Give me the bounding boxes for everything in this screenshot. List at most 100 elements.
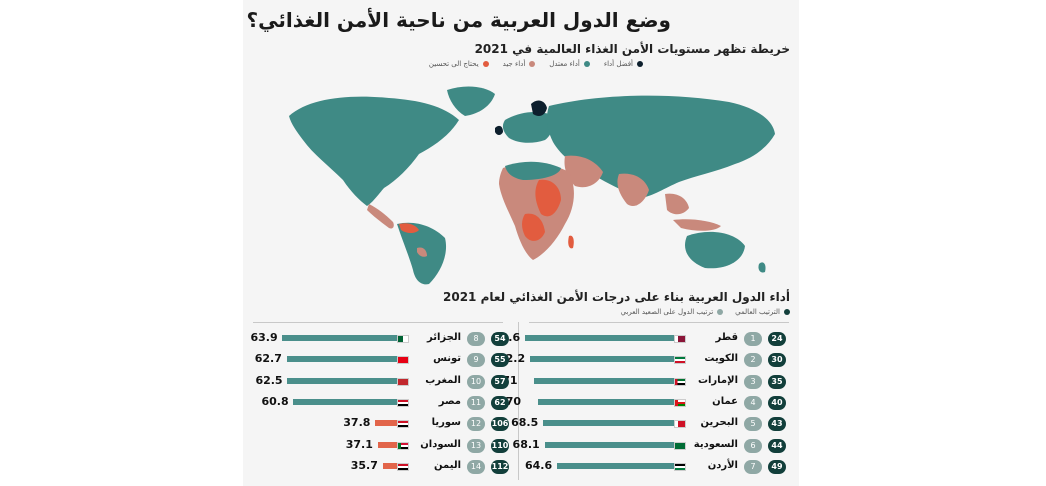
- world-rank-badge: 35: [768, 374, 786, 389]
- map-legend-label: يحتاج الى تحسين: [428, 60, 479, 68]
- world-rank-badge: 49: [768, 459, 786, 474]
- arab-rank-badge: 2: [744, 353, 762, 368]
- score-bar: [534, 377, 680, 384]
- madagascar-shape: [568, 235, 574, 249]
- ranking-legend-item: الترتيب العالمي: [735, 308, 790, 316]
- jordan-flag-icon: [674, 462, 686, 471]
- map-legend-item: أفضل أداء: [604, 60, 643, 68]
- map-legend: أفضل أداء أداء معتدل أداء جيد يحتاج الى …: [429, 60, 643, 68]
- tunisia-flag-icon: [397, 356, 409, 365]
- arab-rank-badge: 1: [744, 332, 762, 346]
- score-bar: [286, 356, 403, 363]
- saudi-flag-icon: [674, 441, 686, 450]
- score-bar: [287, 377, 403, 384]
- syria-flag-icon: [397, 420, 409, 429]
- score-value: 64.6: [524, 458, 553, 472]
- world-rank-badge: 106: [491, 417, 509, 432]
- country-name: قطر: [715, 332, 738, 343]
- sudan-flag-icon: [397, 441, 409, 450]
- score-value: 37.1: [345, 437, 373, 451]
- score-value: 62.7: [254, 352, 282, 366]
- arab-rank-badge: 9: [467, 353, 485, 368]
- new-zealand-shape: [758, 262, 766, 273]
- world-rank-badge: 30: [768, 353, 786, 368]
- world-rank-badge: 24: [768, 332, 786, 346]
- north-america-shape: [289, 96, 459, 206]
- ranking-title: أداء الدول العربية بناء على درجات الأمن …: [443, 290, 790, 304]
- legend-dot-icon: [583, 61, 590, 67]
- arab-rank-badge: 12: [467, 417, 485, 432]
- country-name: مصر: [438, 395, 461, 407]
- country-name: السودان: [420, 438, 461, 450]
- world-rank-badge: 112: [491, 459, 509, 474]
- yemen-flag-icon: [397, 462, 409, 471]
- world-rank-badge: 62: [491, 395, 509, 410]
- country-name: الكويت: [704, 353, 738, 365]
- country-name: عمان: [712, 395, 738, 407]
- qatar-flag-icon: [674, 335, 686, 343]
- score-bar: [375, 420, 403, 427]
- country-name: الإمارات: [697, 374, 738, 386]
- arab-rank-badge: 5: [744, 417, 762, 432]
- score-bar: [543, 420, 680, 427]
- ranking-row: 35.7 اليمن 14 112: [253, 459, 511, 479]
- score-bar: [529, 356, 680, 363]
- ranking-legend-item: ترتيب الدول على الصعيد العربي: [621, 308, 724, 316]
- egypt-flag-icon: [397, 398, 409, 407]
- south-asia-shape: [617, 173, 649, 207]
- north-africa-shape: [505, 161, 561, 180]
- ranking-row: 73.6قطر124: [493, 331, 788, 351]
- uae-flag-icon: [674, 377, 686, 386]
- score-value: 70: [505, 394, 522, 408]
- score-value: 62.5: [255, 373, 283, 387]
- middle-east-shape: [564, 155, 603, 188]
- australia-shape: [685, 231, 745, 269]
- divider-line: [529, 322, 789, 323]
- algeria-flag-icon: [397, 335, 409, 343]
- ranking-row: 37.1 السودان 13 110: [253, 438, 511, 458]
- world-rank-badge: 54: [491, 332, 509, 346]
- central-america-shape: [367, 204, 394, 229]
- venezuela-shape: [399, 223, 419, 233]
- legend-dot-icon: [784, 309, 790, 315]
- map-legend-item: أداء معتدل: [549, 60, 590, 68]
- score-value: 68.5: [511, 416, 539, 430]
- score-bar: [282, 335, 403, 341]
- score-bar: [544, 441, 680, 448]
- country-name: الجزائر: [426, 332, 461, 343]
- world-rank-badge: 44: [768, 438, 786, 453]
- score-value: 35.7: [350, 458, 378, 472]
- ranking-row: 63.9 الجزائر 8 54: [250, 331, 511, 351]
- indonesia-shape: [673, 219, 721, 231]
- world-map: [289, 86, 775, 285]
- oman-flag-icon: [674, 398, 686, 407]
- ranking-legend: الترتيب العالمي ترتيب الدول على الصعيد ا…: [621, 308, 790, 316]
- infographic-panel: وضع الدول العربية من ناحية الأمن الغذائي…: [243, 0, 799, 486]
- ranking-row: 62.5 المغرب 10 57: [253, 374, 511, 394]
- score-bar: [556, 462, 680, 469]
- map-legend-item: أداء جيد: [503, 60, 536, 68]
- world-rank-badge: 57: [491, 374, 509, 389]
- ranking-row: 71 الإمارات 3 35: [502, 374, 788, 394]
- asia-shape: [546, 95, 775, 198]
- arab-rank-badge: 7: [744, 459, 762, 474]
- score-value: 63.9: [250, 331, 278, 344]
- morocco-flag-icon: [397, 377, 409, 386]
- ranking-row: 60.8 مصر 11 62: [253, 395, 511, 415]
- ranking-row: 70 عمان 4 40: [506, 395, 788, 415]
- ranking-row: 72.2 الكويت 2 30: [498, 352, 788, 372]
- map-legend-label: أداء معتدل: [549, 60, 580, 68]
- country-name: المغرب: [425, 374, 461, 386]
- world-rank-badge: 43: [768, 417, 786, 432]
- score-bar: [382, 462, 403, 469]
- map-legend-label: أفضل أداء: [603, 60, 633, 68]
- score-value: 37.8: [343, 416, 371, 430]
- score-bar: [524, 335, 680, 341]
- column-divider: [518, 322, 519, 480]
- country-name: سوريا: [431, 417, 461, 429]
- page-title: وضع الدول العربية من ناحية الأمن الغذائي…: [246, 8, 671, 32]
- arab-rank-badge: 6: [744, 438, 762, 453]
- east-africa-shape: [535, 179, 561, 217]
- europe-shape: [502, 112, 553, 143]
- score-value: 60.8: [261, 394, 289, 408]
